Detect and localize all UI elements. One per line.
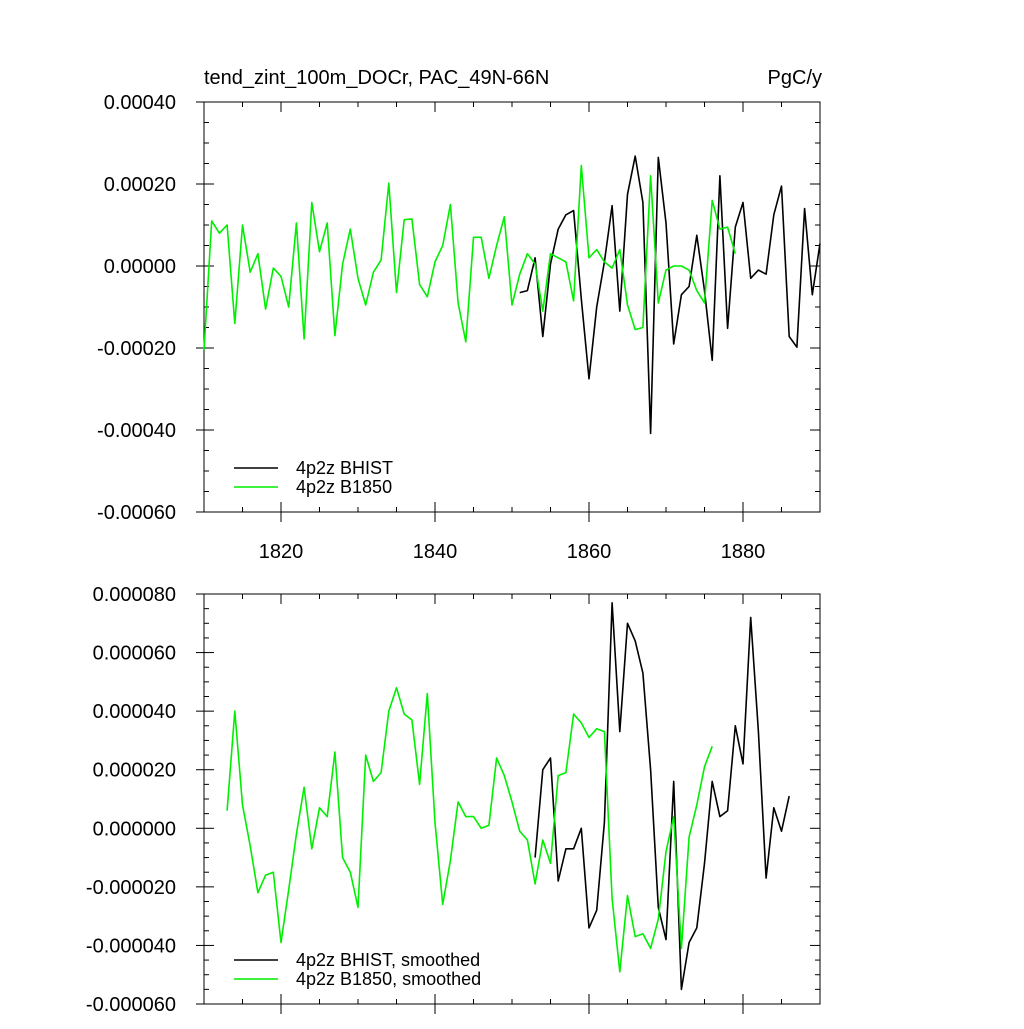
top-panel: 1820 1840 1860 1880 -0.00060 -0.00040 -0.00020…	[97, 92, 821, 563]
top-legend-label-1: 4p2z B1850	[296, 477, 392, 497]
bottom-y-tick-label: -0.000060	[86, 994, 176, 1016]
bottom-y-tick-label: 0.000000	[93, 818, 176, 840]
top-x-tick-label: 1840	[413, 541, 458, 563]
bottom-y-tick-label: 0.000080	[93, 584, 176, 606]
top-x-tick-label: 1820	[259, 541, 304, 563]
top-y-tick-label: 0.00040	[104, 92, 176, 114]
bottom-y-tick-label: 0.000040	[93, 701, 176, 723]
top-x-tick-label: 1880	[721, 541, 766, 563]
top-plot-frame	[203, 101, 821, 513]
bottom-y-tick-label: 0.000060	[93, 643, 176, 665]
bottom-plot-frame	[203, 593, 821, 1005]
units-label: PgC/y	[768, 67, 822, 89]
bottom-panel: -0.000060 -0.000040 -0.000020 0.000000 0.000…	[86, 584, 821, 1016]
top-y-tick-label: 0.00000	[104, 256, 176, 278]
bottom-legend-label-1: 4p2z B1850, smoothed	[296, 969, 481, 989]
top-series-line-0	[519, 155, 821, 435]
top-x-tick-label: 1860	[567, 541, 612, 563]
top-y-tick-label: -0.00040	[97, 420, 176, 442]
top-legend-label-0: 4p2z BHIST	[296, 458, 393, 478]
bottom-series-line-1	[226, 686, 713, 973]
top-series-line-1	[203, 164, 737, 351]
bottom-y-tick-label: -0.000020	[86, 877, 176, 899]
bottom-y-tick-label: 0.000020	[93, 760, 176, 782]
bottom-y-tick-label: -0.000040	[86, 935, 176, 957]
top-y-tick-label: 0.00020	[104, 174, 176, 196]
bottom-series-line-0	[534, 601, 790, 991]
top-y-tick-label: -0.00060	[97, 502, 176, 524]
bottom-legend-label-0: 4p2z BHIST, smoothed	[296, 950, 480, 970]
top-y-tick-label: -0.00020	[97, 338, 176, 360]
chart-title: tend_zint_100m_DOCr, PAC_49N-66N	[204, 67, 549, 89]
